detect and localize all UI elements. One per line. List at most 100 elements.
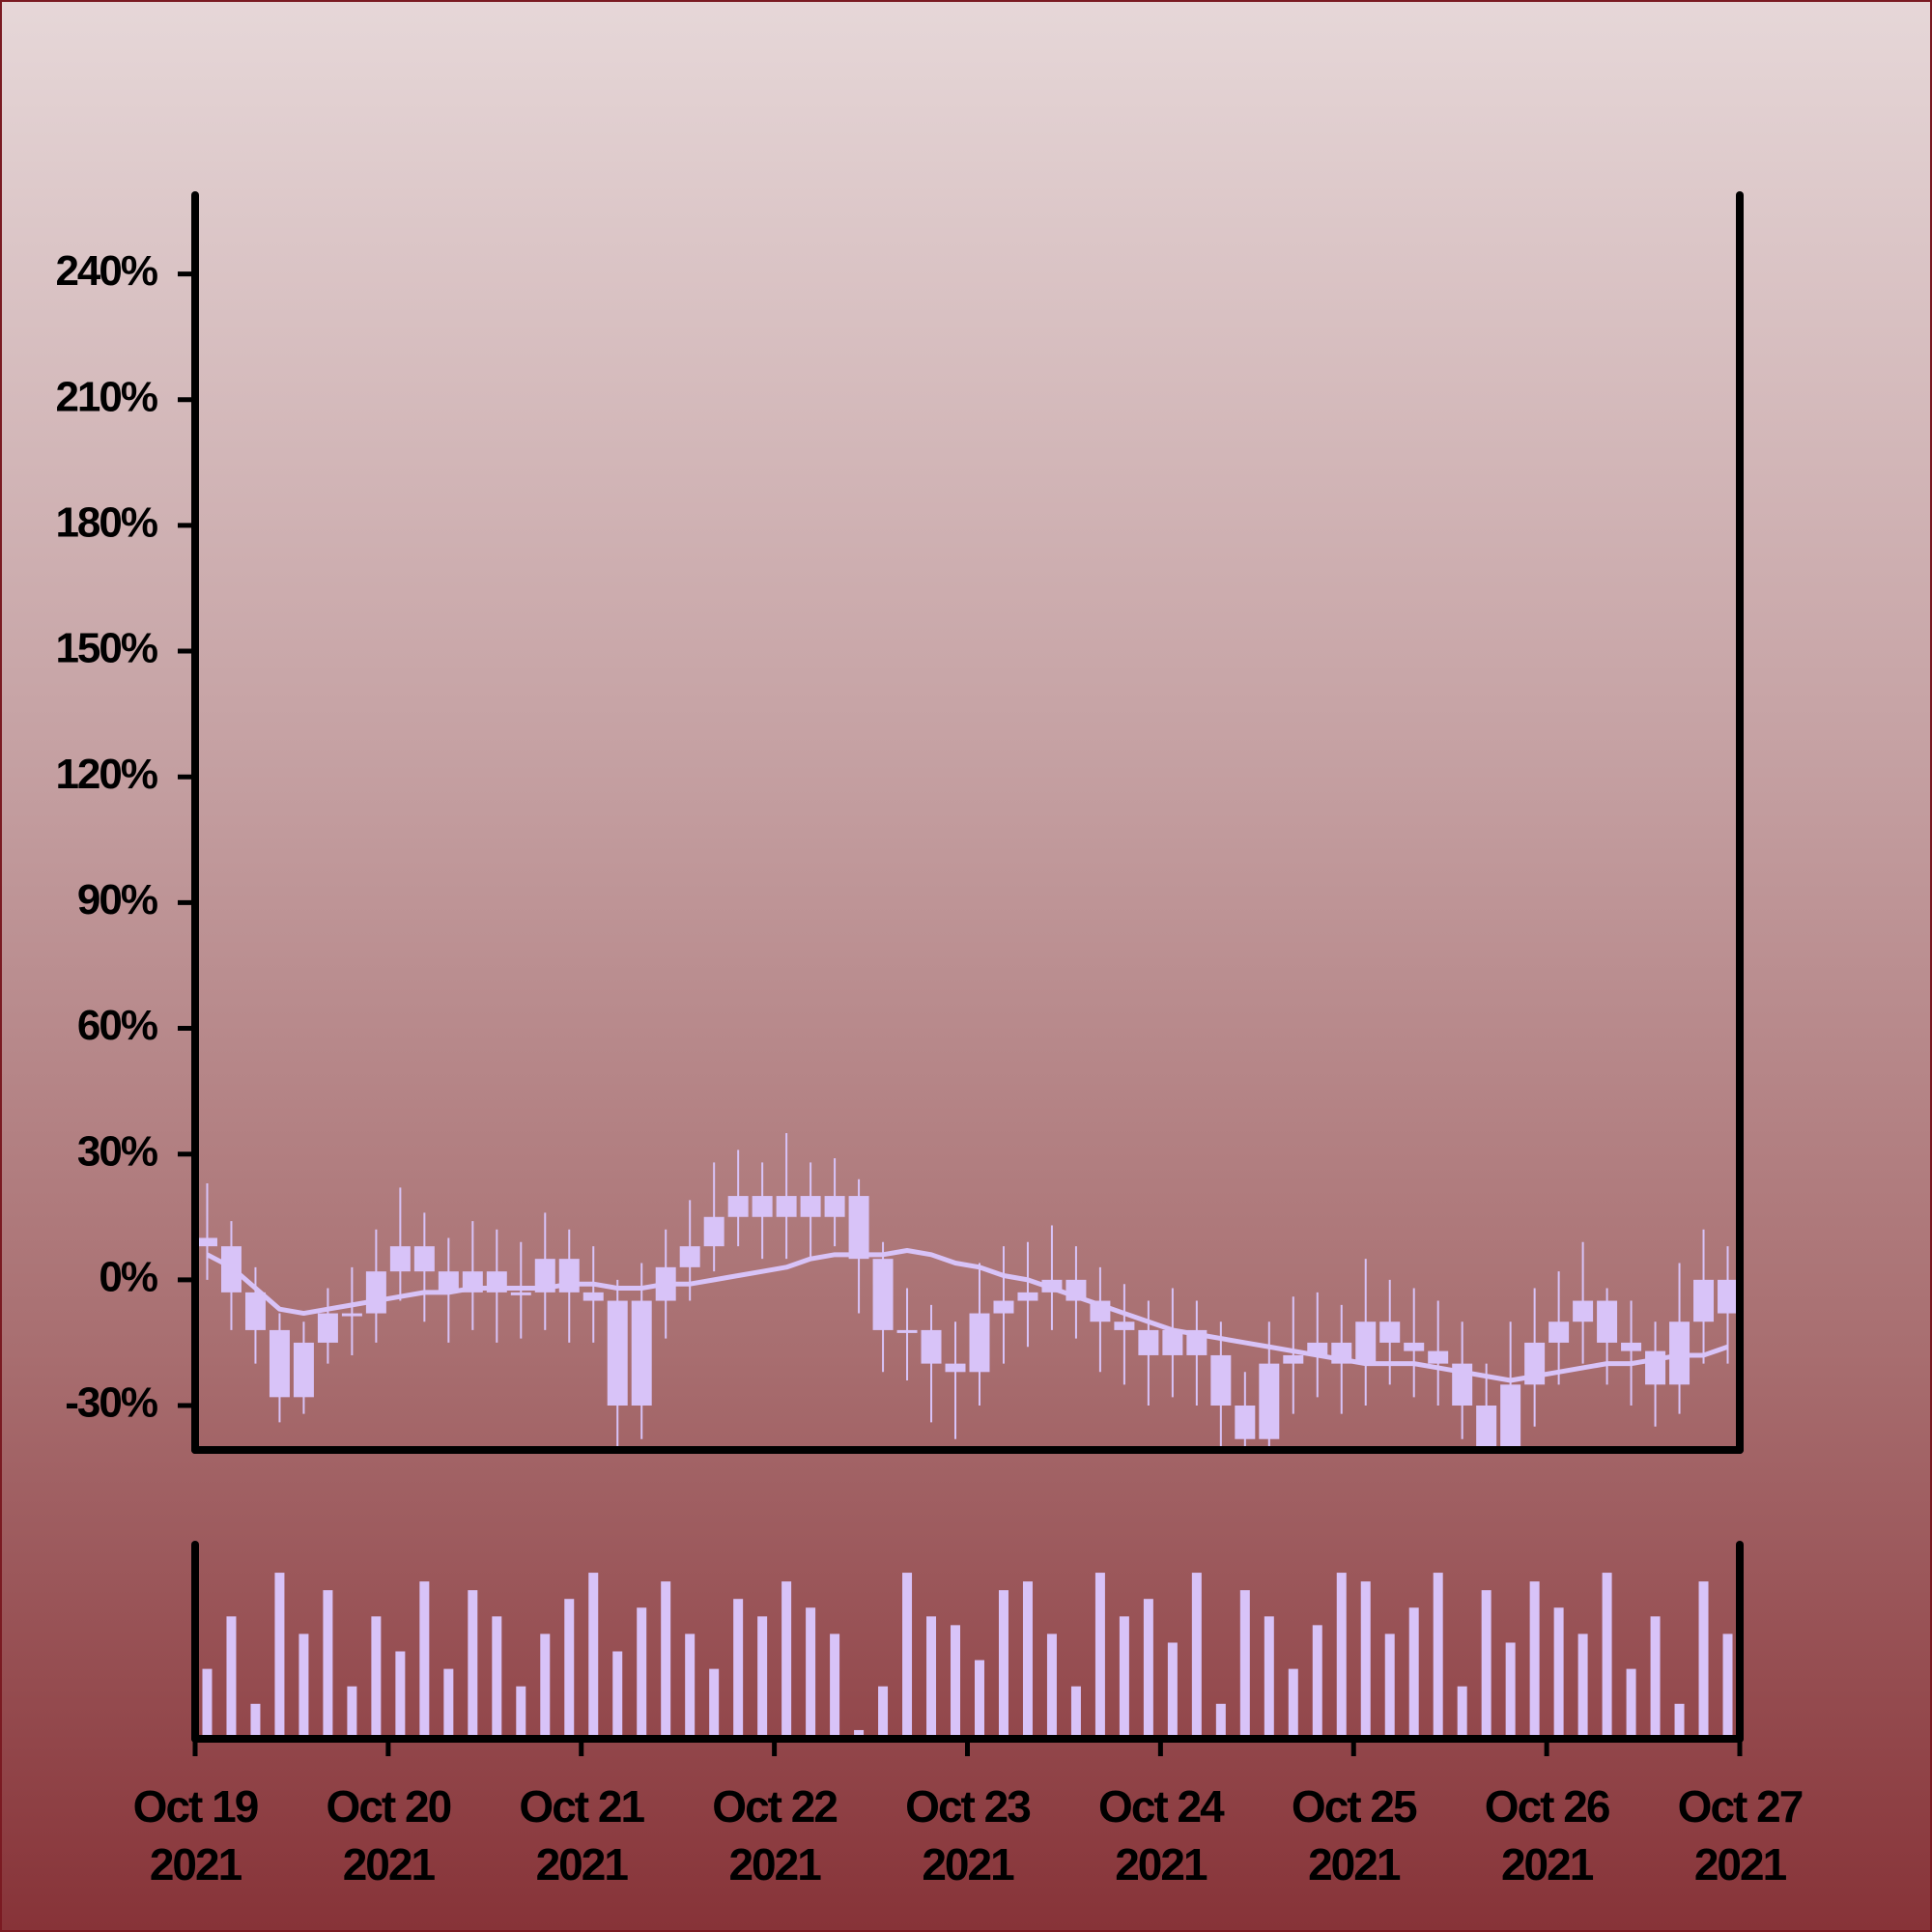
volume-bar [1408, 1607, 1419, 1739]
volume-bar [468, 1590, 478, 1739]
candle-body [1718, 1279, 1739, 1314]
volume-bar [612, 1651, 623, 1739]
candle-body [993, 1300, 1014, 1314]
volume-bar [1288, 1668, 1298, 1739]
axes: -30% 0% 30% 60% 90% 120% 150% 180% 210% 240% [55, 191, 1744, 1756]
volume-bar [1119, 1616, 1129, 1739]
candle-body [969, 1313, 990, 1373]
candle-body [196, 1237, 217, 1247]
candle-body [1162, 1329, 1183, 1355]
volume-bar [564, 1599, 575, 1739]
candle-body [800, 1196, 821, 1217]
candle-body [1114, 1321, 1135, 1330]
volume-bar [951, 1625, 961, 1739]
volume-bar [1264, 1616, 1274, 1739]
candle-body [317, 1313, 338, 1343]
volume-bar [1698, 1581, 1709, 1739]
candle-body [1404, 1342, 1425, 1351]
volume-bar [347, 1686, 357, 1739]
x-tick-label: Oct 20 2021 [326, 1781, 453, 1889]
volume-bar [685, 1634, 696, 1739]
candle-body [727, 1196, 749, 1217]
candle-body [1428, 1350, 1449, 1364]
volume-bar [1722, 1634, 1733, 1739]
candle-body [1210, 1354, 1232, 1406]
volume-bar [974, 1660, 984, 1739]
volume-bar [1577, 1634, 1588, 1739]
moving-average-line [206, 1247, 1729, 1383]
candle-body [1476, 1406, 1497, 1448]
volume-bar [709, 1668, 720, 1739]
candle-body [945, 1363, 966, 1373]
candle-body [679, 1246, 700, 1267]
candle-body [1235, 1406, 1256, 1439]
price-plot [196, 1132, 1739, 1450]
candle-body [269, 1329, 290, 1398]
y-tick-label: 30% [77, 1127, 157, 1175]
candle-body [1138, 1329, 1159, 1355]
volume-bar [1094, 1573, 1105, 1739]
volume-bar [926, 1616, 937, 1739]
volume-bar [1336, 1573, 1347, 1739]
candle-body [703, 1216, 724, 1247]
y-tick-label: 90% [77, 876, 157, 923]
volume-bar [1674, 1703, 1685, 1739]
x-tick-label: Oct 21 2021 [519, 1781, 645, 1889]
volume-bar [733, 1599, 744, 1739]
volume-bar [588, 1573, 599, 1739]
candle-body [1573, 1300, 1594, 1322]
candle-body [824, 1196, 845, 1217]
candle-body [1259, 1363, 1280, 1439]
volume-bar [1529, 1581, 1540, 1739]
candle-body [896, 1329, 918, 1333]
y-tick-label: 210% [55, 373, 156, 420]
volume-bar [1481, 1590, 1492, 1739]
volume-bar [298, 1634, 309, 1739]
y-tick-label: -30% [65, 1379, 157, 1427]
volume-bar [830, 1634, 840, 1739]
volume-bar [806, 1607, 816, 1739]
candle-body [244, 1292, 266, 1330]
candle-body [776, 1196, 797, 1217]
candle-body [1379, 1321, 1401, 1343]
volume-bar [1505, 1642, 1516, 1739]
volume-bar [274, 1573, 285, 1739]
volume-bar [1022, 1581, 1033, 1739]
y-tick-label: 180% [55, 499, 156, 547]
y-tick-label: 240% [55, 247, 156, 295]
volume-bar [1553, 1607, 1564, 1739]
volume-bar [1215, 1703, 1226, 1739]
candle-body [389, 1246, 411, 1272]
volume-bar [1143, 1599, 1153, 1739]
volume-bar [1312, 1625, 1322, 1739]
candle-body [1621, 1342, 1642, 1351]
x-tick-label: Oct 19 2021 [132, 1781, 260, 1889]
volume-plot [202, 1573, 1733, 1739]
volume-bar [1626, 1668, 1636, 1739]
y-tick-label: 120% [55, 751, 156, 798]
candle-body [1597, 1300, 1618, 1343]
candle-body [293, 1342, 314, 1398]
candle-body [1355, 1321, 1377, 1364]
volume-bar [1384, 1634, 1395, 1739]
volume-bar [902, 1573, 913, 1739]
candle-body [631, 1300, 652, 1406]
volume-bar [1360, 1581, 1371, 1739]
y-tick-label: 150% [55, 625, 156, 672]
volume-bar [226, 1616, 237, 1739]
volume-bar [661, 1581, 671, 1739]
volume-bar [540, 1634, 551, 1739]
candle-body [534, 1259, 555, 1293]
candle-body [1017, 1292, 1038, 1301]
x-tick-label: Oct 24 2021 [1098, 1781, 1225, 1889]
volume-bar [1191, 1573, 1202, 1739]
volume-bar [419, 1581, 430, 1739]
candle-body [1283, 1354, 1304, 1364]
candle-body [921, 1329, 942, 1364]
volume-bar [1239, 1590, 1250, 1739]
x-tick-label: Oct 22 2021 [712, 1781, 838, 1889]
volume-bar [878, 1686, 889, 1739]
candle-body [510, 1292, 531, 1295]
